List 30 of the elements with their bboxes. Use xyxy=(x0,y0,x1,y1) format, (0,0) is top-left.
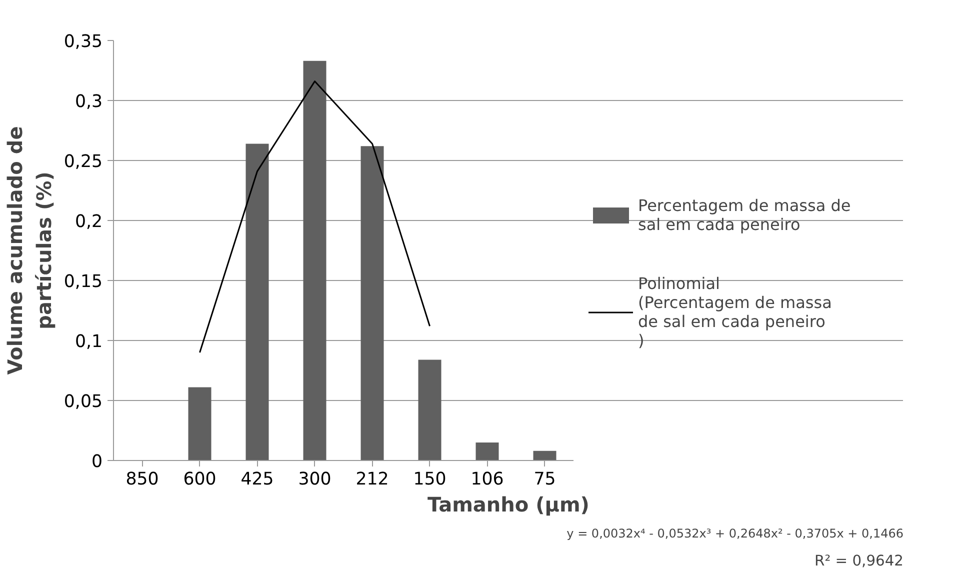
x-tick-label: 212 xyxy=(356,470,389,490)
y-tick-label: 0,25 xyxy=(64,152,103,172)
bar xyxy=(303,60,326,460)
legend-label: Percentagem de massa de sal em cada peneiro xyxy=(638,196,851,234)
bar xyxy=(360,146,384,460)
line-series xyxy=(199,80,430,354)
text: y = 0,0032x⁴ - 0,0532x³ + 0,2648x² - 0,3705x + 0,1466 xyxy=(566,526,904,540)
y-tick-label: 0,35 xyxy=(64,32,103,52)
bar xyxy=(188,387,212,460)
y-axis-title: Volume acumulado de partículas (%) xyxy=(3,126,56,375)
x-tick-label: 850 xyxy=(126,470,159,490)
bar xyxy=(418,360,442,460)
legend-label: Polinomial (Percentagem de massa de sal em cada peneiro ) xyxy=(638,274,833,350)
y-tick-label: 0,15 xyxy=(64,272,103,292)
x-tick-label: 75 xyxy=(534,470,556,490)
bar xyxy=(476,442,499,460)
x-tick-label: 600 xyxy=(183,470,216,490)
x-tick-label: 425 xyxy=(240,470,274,490)
x-tick-label: 150 xyxy=(413,470,446,490)
text: R² = 0,9642 xyxy=(814,552,904,570)
bar xyxy=(246,144,269,460)
y-tick-label: 0,05 xyxy=(64,392,103,412)
y-tick-label: 0,3 xyxy=(74,92,103,112)
bar xyxy=(533,450,556,460)
x-tick-label: 106 xyxy=(470,470,504,490)
y-tick-label: 0,2 xyxy=(74,212,103,232)
x-axis-title: Tamanho (µm) xyxy=(428,492,590,516)
y-tick-label: 0 xyxy=(91,452,103,472)
y-tick-label: 0,1 xyxy=(74,332,103,352)
x-tick-label: 300 xyxy=(298,470,332,490)
